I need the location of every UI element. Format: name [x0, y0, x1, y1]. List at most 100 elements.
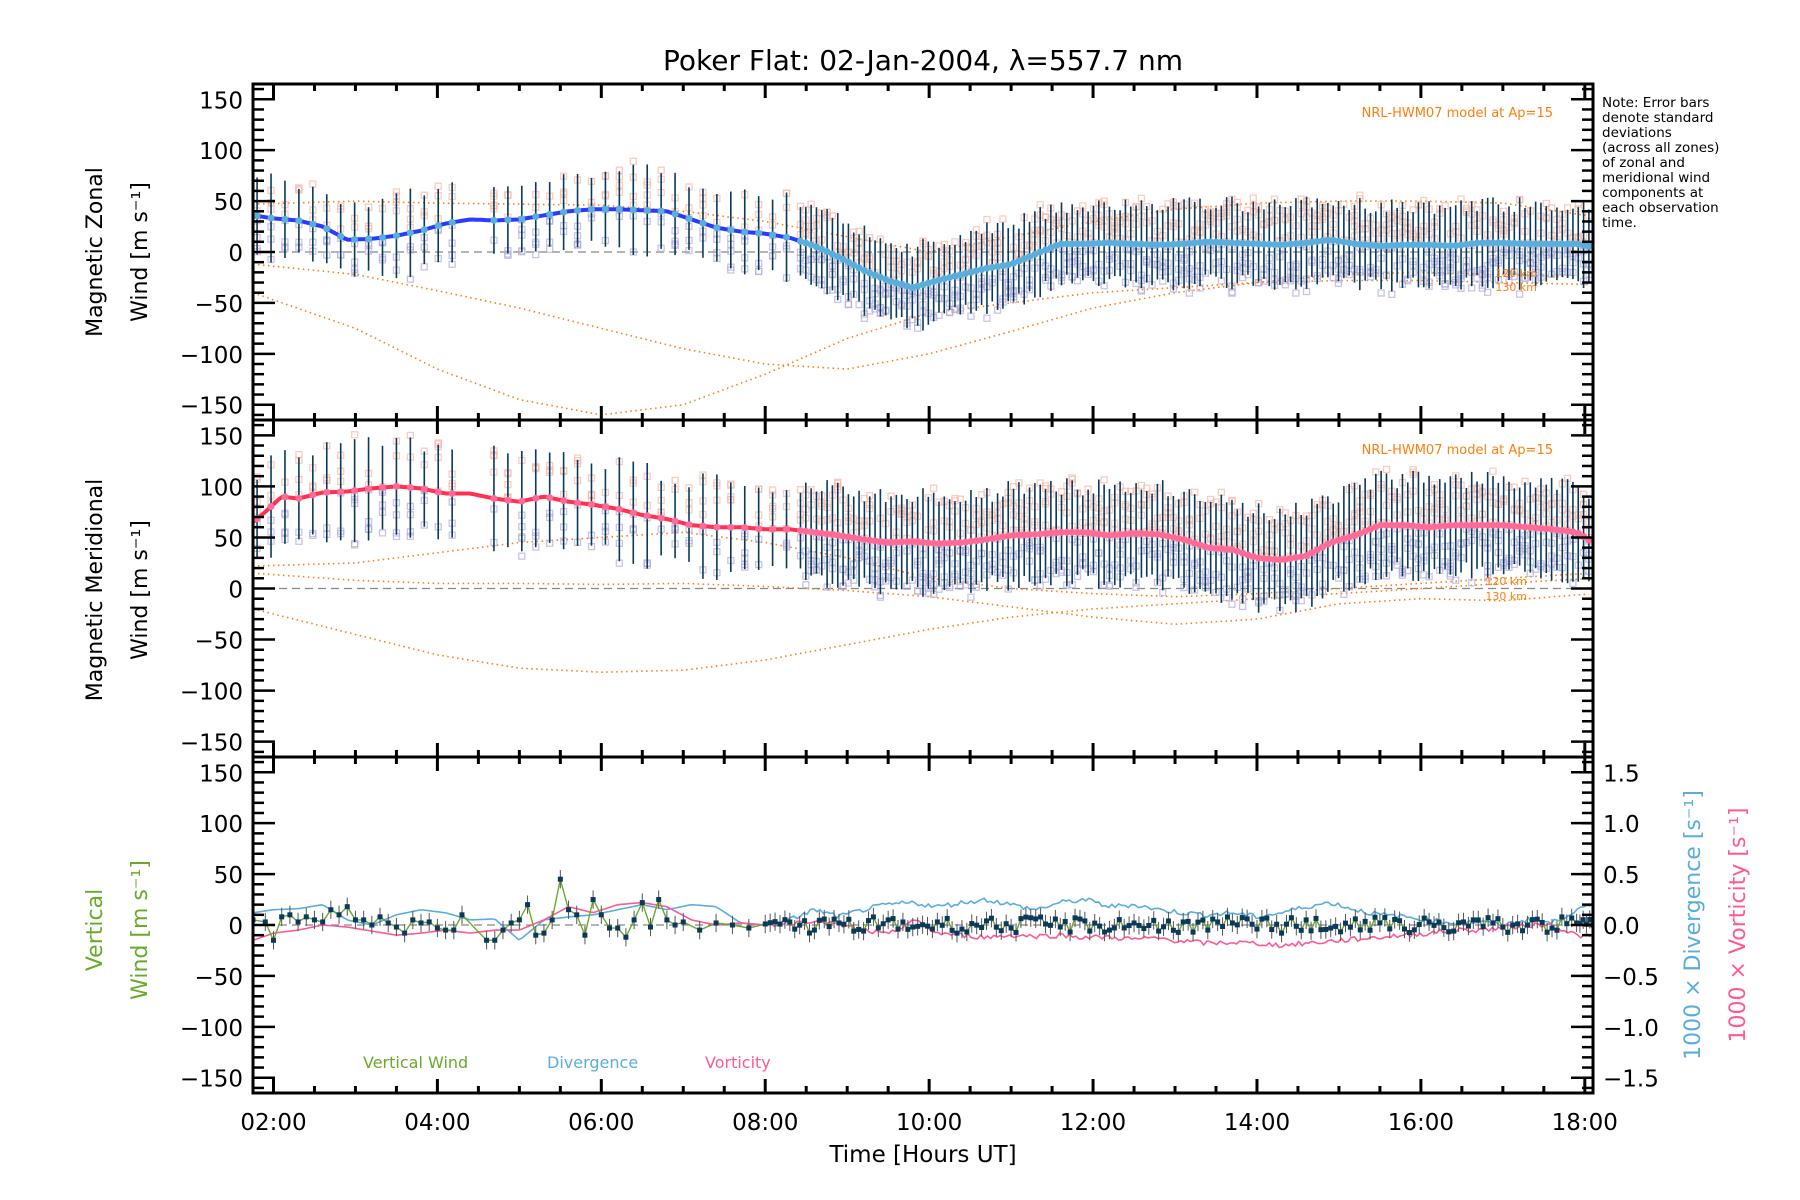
zone-sample	[1132, 583, 1140, 591]
meridional-mean-point	[1404, 521, 1412, 529]
zonal-ylabel-line2: Wind [m s⁻¹]	[128, 182, 153, 322]
vertical-wind-point	[816, 917, 822, 923]
meridional-mean-point	[1462, 521, 1470, 529]
vertical-wind-point	[336, 912, 342, 918]
vertical-wind-point	[1451, 928, 1457, 934]
vertical-wind-point	[631, 917, 637, 923]
meridional-mean-point	[1377, 521, 1385, 529]
zonal-mean-point	[978, 266, 986, 274]
vertical-wind-point	[1283, 921, 1289, 927]
vertical-wind-point	[1362, 918, 1368, 924]
vertical-wind-point	[974, 922, 980, 928]
vertical-wind-point	[1500, 924, 1506, 930]
meridional-mean-point	[1217, 545, 1225, 553]
zonal-mean-point	[1079, 240, 1087, 248]
vertical-wind-point	[647, 924, 653, 930]
meridional-mean-point	[727, 523, 735, 531]
zonal-mean-point	[871, 271, 879, 279]
meridional-mean-point	[574, 499, 582, 507]
zonal-mean-point	[1020, 255, 1028, 263]
zonal-mean-point	[1441, 242, 1449, 250]
meridional-mean-point	[951, 539, 959, 547]
vertical-wind-point	[1520, 928, 1526, 934]
model-curve-model-130-km	[253, 577, 1589, 674]
vertical-wind-point	[713, 920, 719, 926]
vertical-wind-point	[1338, 929, 1344, 935]
vertical-wind-point	[525, 902, 531, 908]
meridional-mean-point	[1494, 521, 1502, 529]
meridional-mean-point	[1526, 523, 1534, 531]
x-tick-label: 14:00	[1224, 1110, 1290, 1136]
meridional-mean-point	[1207, 544, 1215, 552]
meridional-wind-panel: −150 −100 −50 0 50 100 150	[180, 418, 1595, 759]
meridional-mean-point	[769, 525, 777, 533]
zonal-mean-point	[1121, 239, 1129, 247]
zonal-mean-point	[1159, 241, 1167, 249]
y-tick-label: −100	[180, 343, 243, 369]
zone-sample	[1468, 579, 1476, 587]
vertical-wind-point	[1279, 930, 1285, 936]
vertical-wind-point	[664, 917, 670, 923]
meridional-mean-point	[490, 494, 498, 502]
zonal-mean-point	[1111, 239, 1119, 247]
meridional-mean-point	[1164, 532, 1172, 540]
vertical-wind-point	[802, 918, 808, 924]
vertical-wind-point	[1559, 914, 1565, 920]
vertical-wind-point	[1475, 917, 1481, 923]
meridional-mean-point	[1073, 528, 1081, 536]
vertical-wind-point	[782, 917, 788, 923]
vertical-wind-point	[451, 927, 457, 933]
vertical-wind-point	[1008, 925, 1014, 931]
zone-sample	[1105, 581, 1114, 589]
vertical-wind-point	[949, 927, 955, 933]
legend-vertical-wind: Vertical Wind	[363, 1053, 468, 1072]
meridional-mean-point	[967, 537, 975, 545]
vertical-wind-point	[1577, 921, 1583, 927]
zonal-mean-point	[882, 275, 890, 283]
vertical-wind-point	[1023, 914, 1029, 920]
meridional-mean-point	[1548, 525, 1556, 533]
zone-sample	[967, 312, 975, 320]
vertical-wind-point	[279, 914, 285, 920]
meridional-mean-point	[1228, 546, 1236, 554]
x-tick-label: 08:00	[732, 1110, 798, 1136]
zonal-mean-point	[1031, 250, 1039, 258]
zonal-mean-point	[1351, 240, 1359, 248]
vertical-wind-point	[1146, 922, 1152, 928]
zonal-mean-point	[946, 273, 954, 281]
meridional-mean-point	[1521, 523, 1529, 531]
vertical-wind-point	[1043, 921, 1049, 927]
zonal-mean-point	[1500, 239, 1508, 247]
vertical-wind-point	[1431, 922, 1437, 928]
vertical-wind-point	[1131, 920, 1137, 926]
zonal-mean-point	[892, 279, 900, 287]
meridional-mean-point	[962, 538, 970, 546]
y-tick-label: −50	[194, 292, 243, 318]
zonal-mean-point	[713, 224, 721, 232]
meridional-mean-point	[1398, 521, 1406, 529]
meridional-mean-point	[518, 497, 526, 505]
zonal-mean-point	[1271, 241, 1279, 249]
model-curve-model-upper	[253, 572, 1589, 626]
zonal-mean-point	[807, 241, 815, 249]
vertical-wind-point	[1116, 917, 1122, 923]
vertical-wind-point	[426, 919, 432, 925]
zonal-mean-point	[1505, 239, 1513, 247]
vertical-wind-point	[767, 920, 773, 926]
vertical-wind-point	[1342, 920, 1348, 926]
vertical-wind-point	[1495, 916, 1501, 922]
zonal-mean-point	[1058, 240, 1066, 248]
vertical-wind-point	[1111, 925, 1117, 931]
zonal-mean-point	[924, 279, 932, 287]
meridional-mean-point	[1175, 535, 1183, 543]
vertical-wind-point	[369, 922, 375, 928]
vertical-wind-point	[1298, 927, 1304, 933]
meridional-mean-point	[999, 533, 1007, 541]
vertical-wind-point	[1303, 917, 1309, 923]
zonal-mean-point	[560, 208, 568, 216]
zonal-mean-point	[1255, 240, 1263, 248]
zone-sample	[295, 450, 303, 459]
zonal-mean-point	[420, 226, 428, 234]
meridional-mean-point	[940, 539, 948, 547]
meridional-mean-point	[823, 530, 831, 538]
